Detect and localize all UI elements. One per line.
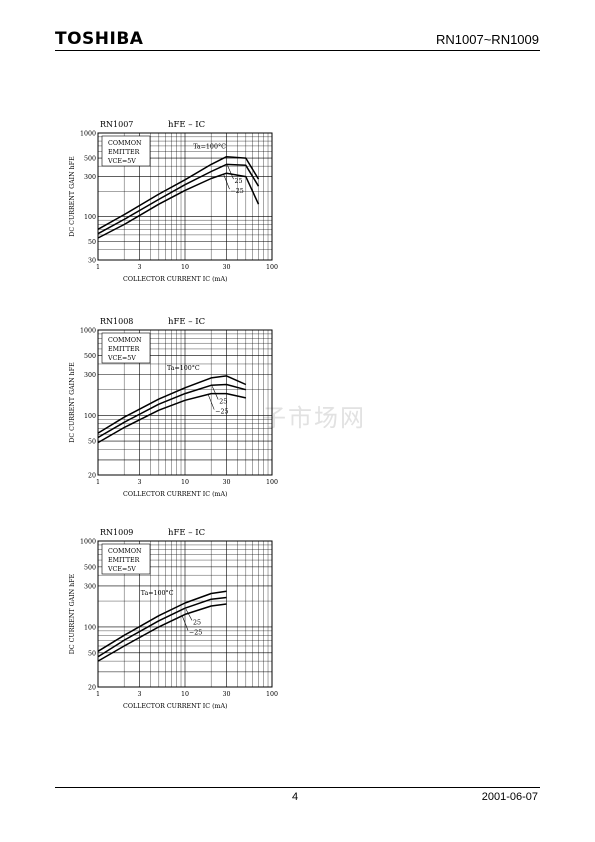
x-tick-label: 100	[266, 691, 278, 698]
y-tick-label: 20	[88, 473, 96, 480]
page-number: 4	[292, 791, 299, 803]
plot-frame	[97, 329, 273, 476]
condition-text: COMMON	[108, 140, 142, 147]
series-line	[97, 590, 227, 652]
series-label: 25	[235, 178, 243, 185]
leader-line	[227, 165, 234, 180]
series-label: −25	[189, 629, 202, 636]
plot-frame	[97, 132, 273, 261]
y-tick-label: 300	[84, 583, 96, 590]
series-label: −25	[215, 409, 228, 416]
x-tick-label: 10	[181, 264, 189, 271]
chart-model-label: RN1008	[100, 317, 133, 326]
series-line	[97, 172, 260, 239]
x-tick-label: 1	[96, 479, 100, 486]
x-tick-label: 100	[266, 264, 278, 271]
conditions-box	[101, 543, 151, 575]
conditions-box	[101, 332, 151, 364]
y-axis-label: DC CURRENT GAIN hFE	[69, 156, 76, 237]
y-tick-label: 500	[84, 564, 96, 571]
y-tick-label: 1000	[80, 131, 96, 138]
series-label: 25	[219, 399, 227, 406]
y-tick-label: 100	[84, 214, 96, 221]
condition-text: VCE=5V	[107, 158, 136, 165]
y-tick-label: 300	[84, 372, 96, 379]
y-tick-label: 50	[88, 239, 96, 246]
y-tick-label: 100	[84, 624, 96, 631]
header-rule	[55, 50, 540, 51]
y-axis-label: DC CURRENT GAIN hFE	[69, 362, 76, 443]
series-label: −25	[231, 188, 244, 195]
series-line	[97, 375, 247, 434]
series-line	[97, 163, 260, 235]
leader-line	[211, 386, 219, 400]
x-tick-label: 1	[96, 691, 100, 698]
chart-title: hFE – IC	[168, 528, 205, 538]
y-tick-label: 500	[84, 156, 96, 163]
condition-text: VCE=5V	[107, 566, 136, 573]
leader-line	[181, 615, 189, 631]
x-tick-label: 3	[138, 479, 142, 486]
watermark: 子市场网	[262, 404, 366, 432]
series-label: Ta=100°C	[141, 590, 174, 597]
y-tick-label: 50	[88, 650, 96, 657]
conditions-box	[101, 135, 151, 167]
chart-rn1008: RN1008 hFE – IC COMMON EMITTER VCE=5V 1000 500…	[69, 317, 278, 498]
y-tick-label: 1000	[80, 328, 96, 335]
y-tick-label: 100	[84, 413, 96, 420]
x-axis-label: COLLECTOR CURRENT IC (mA)	[123, 276, 228, 283]
x-axis-label: COLLECTOR CURRENT IC (mA)	[123, 491, 228, 498]
y-tick-label: 50	[88, 439, 96, 446]
series-label: Ta=100°C	[167, 365, 200, 372]
condition-text: COMMON	[108, 548, 142, 555]
series-line	[97, 155, 260, 230]
y-tick-label: 1000	[80, 539, 96, 546]
y-tick-label: 30	[88, 258, 96, 265]
leader-line	[207, 394, 215, 410]
series-label: 25	[193, 619, 201, 626]
y-tick-label: 500	[84, 353, 96, 360]
leader-line	[223, 174, 230, 190]
series-line	[97, 383, 246, 439]
plot-frame	[97, 540, 273, 688]
x-tick-label: 3	[138, 691, 142, 698]
y-tick-label: 300	[84, 174, 96, 181]
series-line	[97, 392, 246, 444]
x-tick-label: 10	[181, 479, 189, 486]
part-number: RN1007~RN1009	[436, 32, 539, 47]
x-tick-label: 3	[138, 264, 142, 271]
series-line	[97, 596, 227, 658]
x-tick-label: 1	[96, 264, 100, 271]
x-axis-label: COLLECTOR CURRENT IC (mA)	[123, 703, 228, 710]
chart-rn1009: RN1009 hFE – IC COMMON EMITTER VCE=5V 1000 500…	[69, 528, 278, 710]
x-tick-label: 30	[223, 691, 231, 698]
chart-model-label: RN1009	[100, 528, 133, 537]
series-line	[97, 603, 227, 662]
x-tick-label: 30	[223, 479, 231, 486]
chart-rn1007: RN1007 hFE – IC COMMON EMITTER VCE=5V 1000 500…	[69, 120, 278, 283]
x-tick-label: 10	[181, 691, 189, 698]
chart-model-label: RN1007	[100, 120, 133, 129]
condition-text: EMITTER	[108, 557, 140, 564]
footer-rule	[55, 787, 540, 788]
brand-logo: TOSHIBA	[55, 29, 144, 49]
x-tick-label: 30	[223, 264, 231, 271]
y-tick-label: 20	[88, 685, 96, 692]
condition-text: EMITTER	[108, 149, 140, 156]
document-date: 2001-06-07	[481, 791, 538, 803]
leader-line	[185, 609, 193, 621]
x-tick-label: 100	[266, 479, 278, 486]
condition-text: COMMON	[108, 337, 142, 344]
chart-title: hFE – IC	[168, 317, 205, 327]
condition-text: EMITTER	[108, 346, 140, 353]
y-axis-label: DC CURRENT GAIN hFE	[69, 573, 76, 654]
series-label: Ta=100°C	[193, 144, 226, 151]
chart-title: hFE – IC	[168, 120, 205, 130]
condition-text: VCE=5V	[107, 355, 136, 362]
